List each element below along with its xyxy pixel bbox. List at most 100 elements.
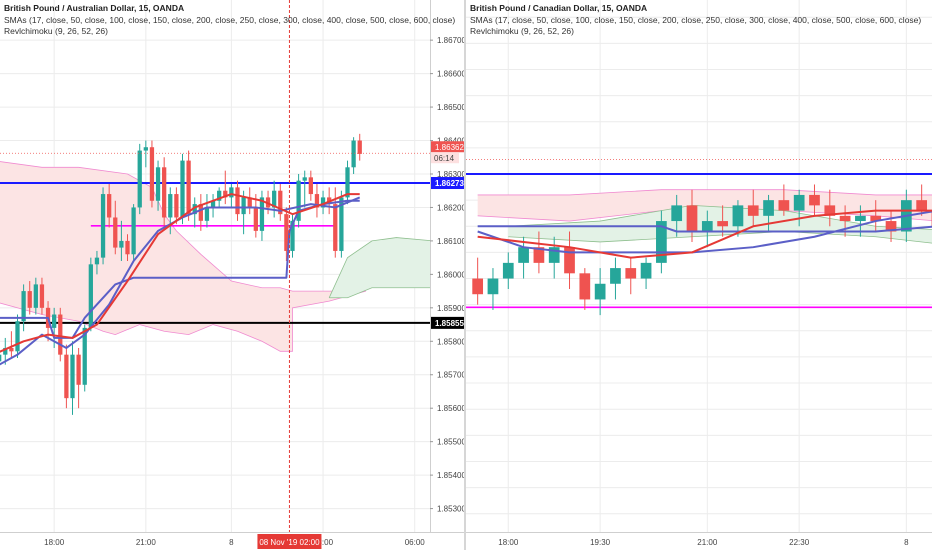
- candle-body: [778, 200, 790, 211]
- price-tick-label: 1.86000: [437, 270, 464, 279]
- candle-body: [180, 160, 185, 218]
- chart-title: British Pound / Canadian Dollar, 15, OAN…: [470, 3, 648, 13]
- sma-red-line: [0, 193, 360, 353]
- price-axis: [430, 0, 464, 550]
- countdown-badge: [431, 152, 459, 164]
- price-tick-label: 1.86700: [437, 36, 464, 45]
- candle-body: [357, 140, 362, 154]
- candle-body: [487, 278, 499, 295]
- candle-body: [186, 160, 191, 215]
- candle-body: [656, 221, 667, 263]
- level-price-label: 1.86273: [435, 179, 464, 188]
- chart-title: British Pound / Australian Dollar, 15, O…: [4, 3, 185, 13]
- ichimoku-cloud-bullish: [329, 237, 434, 298]
- candle-body: [58, 314, 63, 355]
- candle-body: [131, 207, 136, 255]
- candle-body: [107, 194, 112, 218]
- ichimoku-indicator-label[interactable]: Revlchimoku (9, 26, 52, 26): [4, 26, 108, 36]
- candle-body: [671, 205, 683, 222]
- chart-legend: British Pound / Canadian Dollar, 15, OAN…: [470, 3, 921, 38]
- candle-body: [763, 200, 774, 216]
- candle-body: [640, 262, 652, 279]
- ichimoku-cloud-bearish-edge: [0, 161, 366, 292]
- level-price-badge: [431, 177, 464, 190]
- time-tick-label: 21:00: [136, 538, 157, 547]
- ichimoku-cloud-bullish-edge: [508, 231, 932, 244]
- time-axis: [0, 532, 464, 550]
- candle-body: [284, 214, 289, 251]
- candle-body: [27, 291, 32, 308]
- chart-legend: British Pound / Australian Dollar, 15, O…: [4, 3, 455, 38]
- chart-panel-gbpaud[interactable]: British Pound / Australian Dollar, 15, O…: [0, 0, 464, 550]
- ichimoku-cloud-bullish-edge: [508, 204, 932, 230]
- candle-body: [824, 205, 836, 216]
- price-tick-label: 1.86600: [437, 70, 464, 79]
- candle-body: [143, 147, 148, 151]
- candle-body: [272, 190, 277, 208]
- candle-body: [204, 207, 210, 221]
- candle-body: [296, 180, 301, 221]
- current-price-badge: [431, 141, 464, 153]
- time-tick-label: 22:30: [789, 538, 810, 547]
- candle-body: [518, 247, 529, 263]
- candle-body: [916, 200, 928, 211]
- candle-body: [76, 354, 81, 385]
- candle-body: [235, 187, 240, 215]
- sma-indicator-label[interactable]: SMAs (17, close, 50, close, 100, close, …: [470, 14, 922, 25]
- ichimoku-indicator-label[interactable]: Revlchimoku (9, 26, 52, 26): [470, 26, 574, 36]
- candle-body: [15, 321, 20, 352]
- candle-body: [217, 190, 222, 201]
- ichimoku-cloud-bullish-edge: [328, 237, 434, 298]
- candle-body: [870, 215, 882, 222]
- candle-body: [625, 268, 637, 279]
- candle-body: [125, 240, 130, 255]
- candle-body: [155, 167, 161, 201]
- candle-body: [472, 278, 484, 295]
- candle-body: [339, 197, 344, 251]
- chart-canvas[interactable]: 1.867001.866001.865001.864001.863001.862…: [0, 0, 464, 550]
- candle-body: [113, 217, 118, 248]
- level-price-badge: [431, 316, 464, 329]
- candle-body: [229, 187, 234, 198]
- price-tick-label: 1.85900: [437, 304, 464, 313]
- candle-body: [278, 190, 283, 215]
- candle-body: [223, 190, 228, 198]
- ichimoku-cloud-bearish-edge: [477, 189, 932, 196]
- candle-body: [351, 140, 356, 168]
- countdown-label: 06:14: [434, 154, 455, 163]
- candle-body: [9, 347, 14, 352]
- candle-body: [701, 221, 713, 232]
- candle-body: [333, 204, 338, 251]
- candle-body: [210, 200, 216, 208]
- chart-canvas[interactable]: 1.693501.693001.692501.692001.691501.691…: [466, 0, 932, 550]
- candle-body: [82, 327, 87, 385]
- panel-divider[interactable]: [464, 0, 466, 550]
- sma-line: [477, 210, 932, 254]
- candle-body: [290, 220, 295, 251]
- time-tick-label: 18:00: [498, 538, 519, 547]
- candle-body: [52, 314, 57, 328]
- candle-body: [579, 273, 591, 300]
- candle-body: [3, 347, 8, 355]
- level-price-label: 1.85855: [435, 319, 464, 328]
- time-tick-label: 8: [229, 538, 234, 547]
- price-tick-label: 1.86400: [437, 137, 464, 146]
- candle-body: [0, 354, 2, 362]
- candle-body: [70, 354, 75, 399]
- cursor-date-badge: [257, 534, 322, 549]
- candle-body: [94, 257, 100, 265]
- candle-body: [192, 204, 197, 215]
- candle-body: [533, 247, 545, 263]
- candle-body: [564, 247, 575, 274]
- sma-indicator-label[interactable]: SMAs (17, close, 50, close, 100, close, …: [4, 14, 456, 25]
- cursor-date-label: 08 Nov '19 02:00: [259, 538, 320, 547]
- price-tick-label: 1.86500: [437, 103, 464, 112]
- time-tick-label: 18:00: [44, 538, 65, 547]
- gridlines: [466, 0, 932, 532]
- candle-body: [732, 205, 744, 227]
- candle-body: [314, 194, 320, 208]
- chart-panel-gbpcad[interactable]: British Pound / Canadian Dollar, 15, OAN…: [466, 0, 932, 550]
- candle-body: [119, 240, 124, 248]
- candle-body: [610, 268, 621, 284]
- candle-body: [64, 354, 69, 399]
